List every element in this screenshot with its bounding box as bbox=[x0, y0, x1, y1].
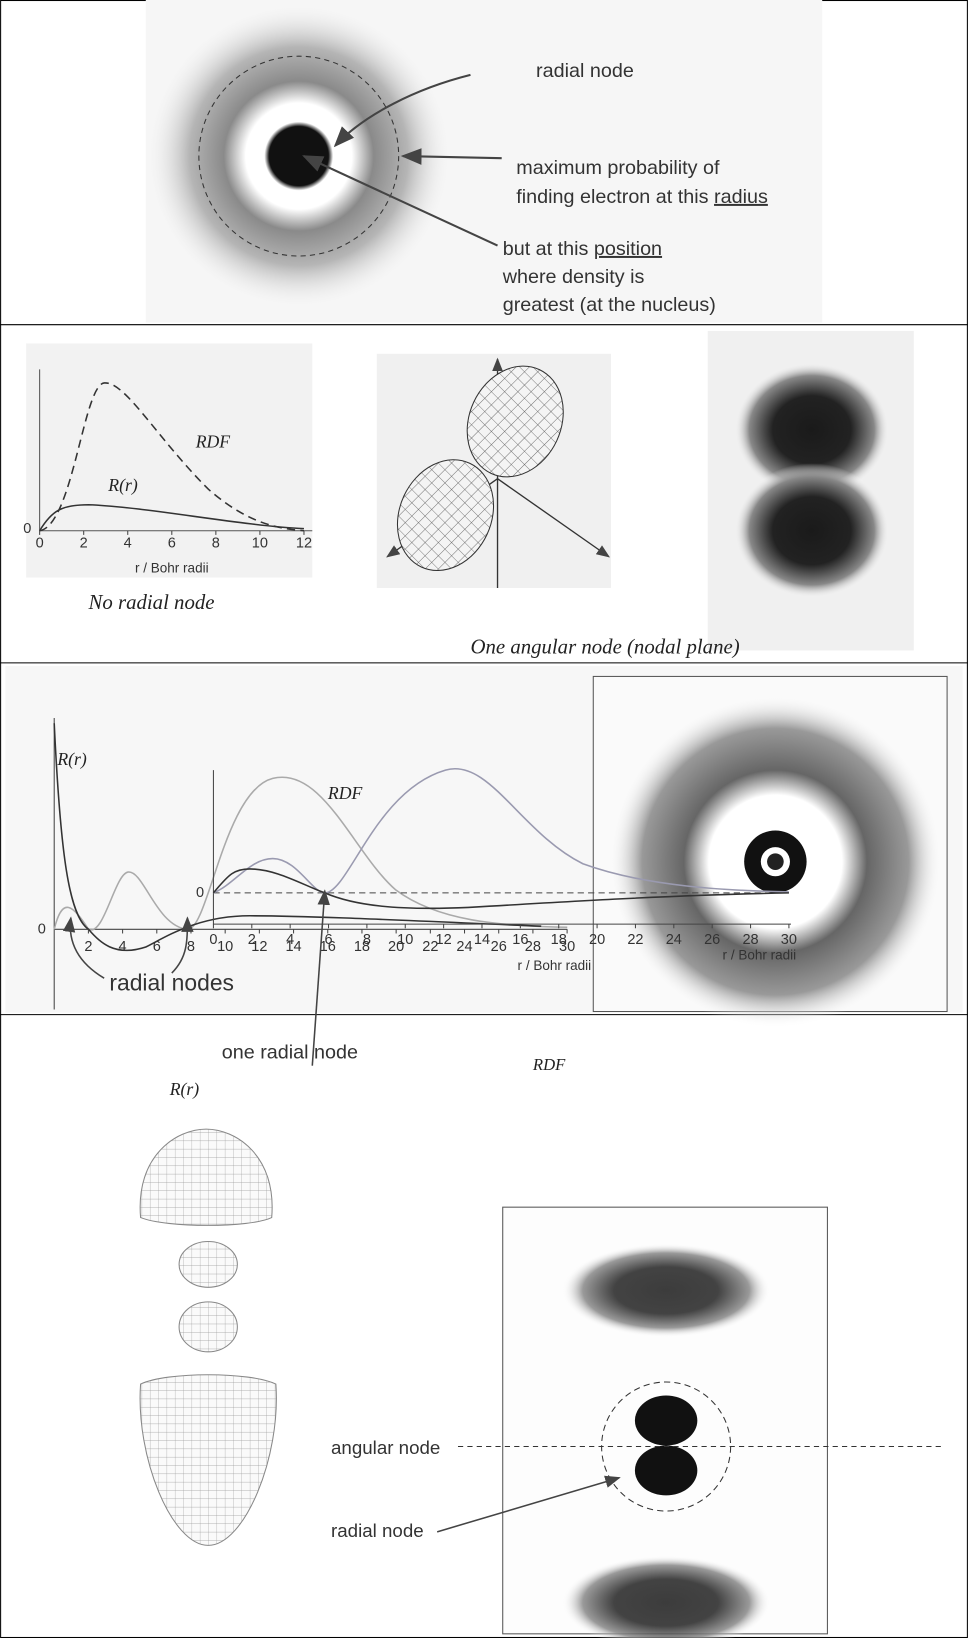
annotation: radial node bbox=[331, 1520, 424, 1541]
y-tick-label: 0 bbox=[196, 885, 204, 901]
label: RDF bbox=[532, 1055, 566, 1074]
x-tick-label: 10 bbox=[252, 535, 268, 551]
x-tick-label: 4 bbox=[119, 939, 127, 955]
x-tick-label: 26 bbox=[704, 932, 720, 948]
x-tick-label: 6 bbox=[324, 932, 332, 948]
y-tick-label: 0 bbox=[23, 521, 31, 537]
density-lobe bbox=[635, 1445, 697, 1495]
x-tick-label: 4 bbox=[124, 535, 132, 551]
label: finding electron at this radius bbox=[516, 186, 768, 208]
annotation: angular node bbox=[331, 1437, 440, 1458]
axis-label: r / Bohr radii bbox=[518, 958, 592, 973]
caption: One angular node (nodal plane) bbox=[470, 635, 739, 659]
label: RDF bbox=[195, 431, 231, 451]
x-tick-label: 20 bbox=[589, 932, 605, 948]
label: but at this position bbox=[503, 238, 662, 260]
label: where density is bbox=[502, 266, 645, 288]
x-tick-label: 12 bbox=[296, 535, 312, 551]
x-tick-label: 4 bbox=[286, 932, 294, 948]
orbital-wireframe-part bbox=[140, 1375, 276, 1546]
x-tick-label: 24 bbox=[456, 939, 472, 955]
axis-label: r / Bohr radii bbox=[723, 947, 797, 962]
annotation: one radial node bbox=[222, 1041, 358, 1063]
x-tick-label: 8 bbox=[187, 939, 195, 955]
orbital-wireframe-part bbox=[179, 1242, 237, 1288]
x-tick-label: 0 bbox=[209, 932, 217, 948]
x-tick-label: 22 bbox=[627, 932, 643, 948]
orbital-wireframe-part bbox=[140, 1129, 272, 1225]
label: finding electron at this bbox=[516, 186, 708, 208]
label: R(r) bbox=[107, 475, 138, 495]
caption: No radial node bbox=[88, 590, 215, 614]
x-tick-label: 12 bbox=[436, 932, 452, 948]
x-tick-label: 30 bbox=[781, 932, 797, 948]
x-tick-label: 14 bbox=[474, 932, 490, 948]
axis-label: r / Bohr radii bbox=[135, 560, 209, 575]
label: greatest (at the nucleus) bbox=[503, 294, 716, 316]
orbital-wireframe bbox=[140, 1129, 276, 1545]
label: R(r) bbox=[169, 1079, 200, 1099]
label: radius bbox=[714, 186, 768, 208]
density-lobe bbox=[562, 1244, 770, 1338]
label: but at this bbox=[503, 238, 589, 260]
x-tick-label: 6 bbox=[168, 535, 176, 551]
x-tick-label: 10 bbox=[217, 939, 233, 955]
y-tick-label: 0 bbox=[38, 921, 46, 937]
core bbox=[767, 853, 784, 870]
label: RDF bbox=[327, 783, 363, 803]
x-tick-label: 24 bbox=[666, 932, 682, 948]
label: maximum probability of bbox=[516, 157, 720, 179]
label: position bbox=[594, 238, 662, 260]
panel-2: RDF R(r) r / Bohr radii No radial node O… bbox=[23, 331, 914, 659]
x-tick-label: 16 bbox=[512, 932, 528, 948]
x-tick-label: 0 bbox=[36, 535, 44, 551]
label: R(r) bbox=[56, 749, 87, 769]
x-tick-label: 10 bbox=[397, 932, 413, 948]
x-tick-label: 28 bbox=[742, 932, 758, 948]
density-lobe bbox=[734, 463, 890, 598]
x-tick-label: 26 bbox=[491, 939, 507, 955]
orbital-wireframe-part bbox=[179, 1302, 237, 1352]
x-tick-label: 2 bbox=[248, 932, 256, 948]
annotation: radial nodes bbox=[109, 970, 234, 996]
density-lobe bbox=[635, 1396, 697, 1446]
x-tick-label: 18 bbox=[551, 932, 567, 948]
x-tick-label: 2 bbox=[80, 535, 88, 551]
figure: radial node maximum probability of findi… bbox=[0, 0, 968, 1638]
label: radial node bbox=[536, 60, 634, 82]
x-tick-label: 6 bbox=[153, 939, 161, 955]
panel-1: radial node maximum probability of findi… bbox=[143, 0, 823, 323]
x-tick-label: 2 bbox=[84, 939, 92, 955]
x-tick-label: 8 bbox=[212, 535, 220, 551]
x-tick-label: 8 bbox=[363, 932, 371, 948]
